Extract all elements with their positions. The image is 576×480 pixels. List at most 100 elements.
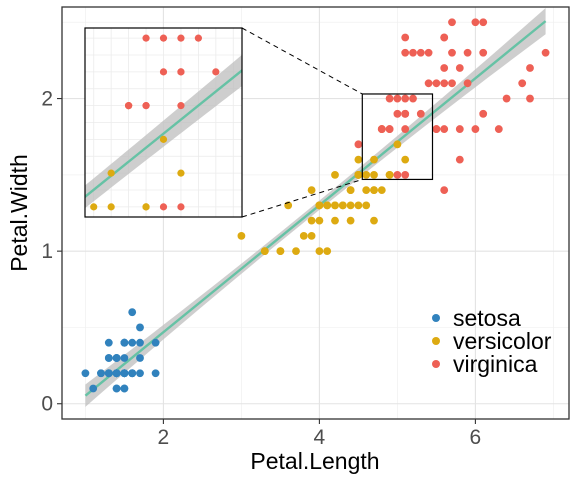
inset-point-versicolor [107,203,115,211]
x-tick-label: 6 [470,426,482,449]
data-point-virginica [471,18,480,27]
data-point-virginica [416,109,425,118]
data-point-versicolor [323,201,332,210]
x-axis-title: Petal.Length [250,448,379,474]
data-point-versicolor [354,170,363,179]
inset-point-virginica [142,34,150,42]
legend-label-setosa: setosa [453,305,521,331]
data-point-virginica [393,170,402,179]
data-point-virginica [409,94,417,103]
data-point-setosa [104,338,113,347]
data-point-versicolor [307,231,316,240]
data-point-virginica [526,64,534,72]
data-point-versicolor [370,155,378,164]
data-point-virginica [424,79,433,88]
data-point-versicolor [346,201,355,210]
main-points [81,18,550,393]
data-point-versicolor [354,201,363,210]
y-tick-label: 2 [41,88,53,111]
zoom-region-box [361,93,434,181]
data-point-versicolor [338,201,347,210]
data-point-virginica [541,48,550,57]
data-point-virginica [479,48,488,57]
inset-points [90,34,220,211]
data-point-versicolor [385,170,394,179]
data-point-versicolor [362,201,371,210]
data-point-virginica [401,48,410,57]
inset-confidence-band [85,54,242,209]
data-point-versicolor [362,186,371,195]
data-point-virginica [424,48,433,57]
data-point-virginica [440,186,449,195]
data-point-virginica [463,48,472,57]
data-point-versicolor [346,186,355,195]
inset-point-versicolor [159,135,168,143]
inset-point-virginica [125,102,133,110]
x-tick-label: 4 [314,426,326,449]
data-point-versicolor [315,247,324,256]
data-point-versicolor [276,247,285,256]
inset-point-virginica [177,68,185,76]
data-point-setosa [151,369,160,378]
data-point-setosa [136,338,144,347]
data-point-virginica [432,125,441,133]
data-point-virginica [494,125,503,133]
y-tick-label: 1 [41,240,53,263]
data-point-versicolor [354,155,363,164]
data-point-versicolor [299,231,308,240]
panel-border [61,6,570,420]
legend-key-versicolor [432,337,440,345]
data-point-virginica [448,18,456,27]
data-point-setosa [136,323,144,332]
inset-point-virginica [159,68,168,76]
data-point-setosa [104,369,113,378]
data-point-setosa [120,338,129,347]
inset-point-virginica [177,102,185,110]
inset-point-virginica [159,34,168,42]
data-point-virginica [518,79,527,88]
data-point-virginica [471,125,480,133]
data-point-setosa [112,384,121,393]
inset-point-versicolor [142,203,150,211]
legend-label-virginica: virginica [453,351,538,377]
x-axis: 2 4 6 [158,419,482,449]
zoom-connector-bottom [241,178,363,218]
data-point-virginica [440,79,449,88]
data-point-versicolor [331,216,339,225]
data-point-versicolor [323,247,332,256]
data-point-setosa [136,354,144,362]
x-tick-label: 2 [158,426,170,449]
data-point-versicolor [346,216,355,225]
data-point-virginica [401,94,410,103]
data-point-virginica [401,33,410,42]
data-point-virginica [401,125,410,133]
data-point-versicolor [307,216,316,225]
data-point-setosa [81,369,90,378]
inset-point-virginica [212,68,220,76]
data-point-virginica [440,64,449,72]
data-point-setosa [89,384,98,393]
data-point-setosa [128,308,137,317]
data-point-versicolor [315,216,324,225]
data-point-virginica [463,79,472,88]
data-point-virginica [502,94,511,103]
data-point-virginica [401,109,410,118]
inset-point-versicolor [107,169,115,177]
data-point-virginica [385,94,394,103]
data-point-setosa [112,354,121,362]
data-point-virginica [479,109,488,118]
inset-regression-line [85,68,242,199]
inset-point-versicolor [90,203,98,211]
data-point-virginica [354,140,363,149]
zoom-connector-top [241,27,363,95]
data-point-versicolor [315,201,324,210]
inset-point-virginica [194,34,202,42]
data-point-virginica [409,48,417,57]
inset-point-virginica [177,34,185,42]
data-point-setosa [120,369,129,378]
data-point-virginica [385,125,394,133]
data-point-setosa [120,384,129,393]
data-point-versicolor [307,186,316,195]
data-point-setosa [120,354,129,362]
main-panel [61,6,570,420]
